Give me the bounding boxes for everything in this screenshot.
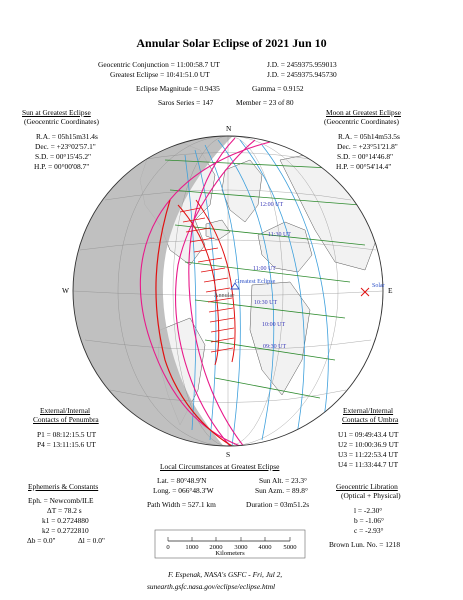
sun-block-title: Sun at Greatest Eclipse [22,108,91,117]
compass-west: W [62,286,69,295]
ephemeris-k1: k1 = 0.2724880 [42,516,89,525]
time-label-1100: 11:00 UT [253,266,276,272]
moon-block-subtitle: (Geocentric Coordinates) [324,117,399,126]
scale-tick-2000: 2000 [209,544,223,551]
ephemeris-delta-t: ΔT = 78.2 s [47,506,82,515]
sun-dec: Dec. = +23°02'57.1" [35,142,96,151]
globe-outline [72,135,384,447]
umbra-path [155,199,236,446]
page-title: Annular Solar Eclipse of 2021 Jun 10 [136,36,327,50]
jd-greatest: J.D. = 2459375.945730 [267,70,337,79]
scale-tick-5000: 5000 [283,544,297,551]
contact-u1: U1 = 09:49:43.4 UT [338,430,399,439]
graticule [73,136,383,446]
local-lat: Lat. = 80°48.9'N [157,476,207,485]
compass-east: E [388,286,393,295]
time-label-1000: 10:00 UT [262,322,286,328]
contact-p1: P1 = 08:12:15.5 UT [37,430,97,439]
contact-p4: P4 = 13:11:15.6 UT [37,440,96,449]
scale-tick-3000: 3000 [234,544,248,551]
libration-b: b = -1.06° [354,516,384,525]
compass-south: S [226,450,231,459]
ephemeris-delta-l: Δl = 0.0" [78,536,105,545]
globe-body [73,136,383,446]
gamma-value: Gamma = 0.9152 [252,84,304,93]
land-europe [257,221,313,273]
saros-member: Member = 23 of 80 [236,98,294,107]
greatest-eclipse-marker [230,282,240,290]
penumbra-limits [139,137,271,446]
scale-tick-0: 0 [166,544,170,551]
land-greenland [221,159,263,223]
local-sun-alt: Sun Alt. = 23.3° [259,476,307,485]
scale-unit: Kilometers [215,550,245,557]
geocentric-conjunction: Geocentric Conjunction = 11:00:58.7 UT [98,60,220,69]
night-side-shading [73,136,250,446]
sun-hp: H.P. = 00°00'08.7" [34,162,90,171]
local-duration: Duration = 03m51.2s [246,500,310,509]
libration-l: l = -2.30° [354,506,383,515]
moon-hp: H.P. = 00°54'14.4" [336,162,392,171]
local-path-width: Path Width = 527.1 km [147,500,216,509]
moon-dec: Dec. = +23°51'21.8" [337,142,398,151]
scale-tick-4000: 4000 [258,544,272,551]
scale-bar [154,529,306,559]
contact-u2: U2 = 10:00:36.9 UT [338,440,399,449]
greatest-eclipse-time: Greatest Eclipse = 10:41:51.0 UT [110,70,210,79]
credit-line: F. Espenak, NASA's GSFC - Fri, Jul 2, [168,570,283,579]
land-africa [249,281,311,396]
scale-tick-1000: 1000 [185,544,199,551]
ephemeris-eph: Eph. = Newcomb/ILE [28,496,94,505]
time-label-1130: 11:30 UT [268,232,291,238]
saros-series: Saros Series = 147 [158,98,214,107]
sun-ra: R.A. = 05h15m31.4s [36,132,98,141]
local-long: Long. = 066°48.3'W [153,486,214,495]
local-circumstances-title: Local Circumstances at Greatest Eclipse [160,462,280,471]
penumbra-block-title: External/Internal [40,406,91,415]
libration-subtitle: (Optical + Physical) [341,491,401,500]
ephemeris-delta-b: Δb = 0.0" [27,536,56,545]
penumbra-block-subtitle: Contacts of Penumbra [33,415,99,424]
umbra-block-title: External/Internal [343,406,394,415]
ephemeris-k2: k2 = 0.2722810 [42,526,89,535]
contact-u4: U4 = 11:33:44.7 UT [338,460,399,469]
libration-title: Geocentric Libration [336,482,398,491]
eclipse-magnitude: Eclipse Magnitude = 0.9435 [136,84,220,93]
compass-north: N [226,124,232,133]
solar-label: Solar [372,283,385,289]
credit-url[interactable]: sunearth.gsfc.nasa.gov/eclipse/eclipse.h… [147,582,276,591]
annular-label: Annular [214,292,235,299]
moon-block-title: Moon at Greatest Eclipse [326,108,401,117]
local-sun-azm: Sun Azm. = 89.8° [255,486,308,495]
contact-u3: U3 = 11:22:53.4 UT [338,450,399,459]
moon-ra: R.A. = 05h14m53.5s [338,132,400,141]
moon-sd: S.D. = 00°14'46.8" [337,152,394,161]
greatest-eclipse-label: Greatest Eclipse [235,278,276,285]
brown-lunation: Brown Lun. No. = 1218 [329,540,401,549]
umbra-block-subtitle: Contacts of Umbra [342,415,399,424]
sun-block-subtitle: (Geocentric Coordinates) [24,117,99,126]
sun-sd: S.D. = 00°15'45.2" [35,152,92,161]
jd-conjunction: J.D. = 2459375.959013 [267,60,337,69]
time-label-1200: 12:00 UT [260,202,284,208]
time-label-1030: 10:30 UT [254,300,278,306]
ephemeris-title: Ephemeris & Constants [28,482,99,491]
subsolar-marker [360,287,370,297]
libration-c: c = -2.93° [354,526,384,535]
time-label-0930: 09:30 UT [263,344,287,350]
